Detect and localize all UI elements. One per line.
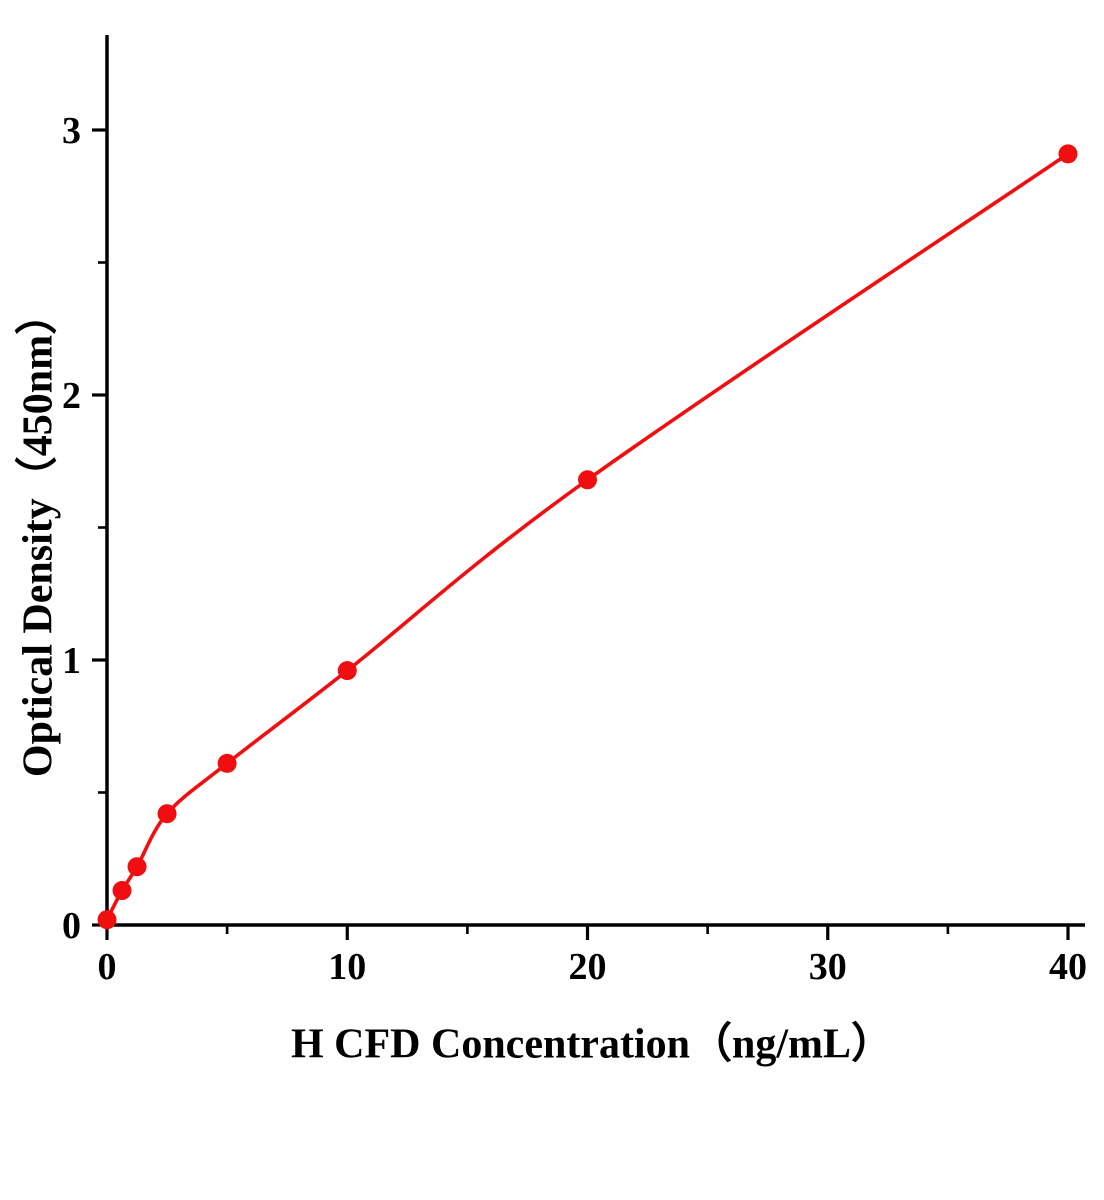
data-point: [217, 753, 237, 773]
data-point: [127, 857, 147, 877]
x-tick-label: 30: [809, 946, 847, 988]
x-tick-label: 0: [98, 946, 117, 988]
x-tick-label: 10: [328, 946, 366, 988]
y-tick-label: 3: [62, 110, 81, 152]
data-point: [97, 910, 117, 930]
x-tick-label: 40: [1049, 946, 1087, 988]
y-tick-label: 2: [62, 375, 81, 417]
data-point: [337, 661, 357, 681]
data-point: [157, 804, 177, 824]
y-axis-title: Optical Density（450nm）: [15, 292, 62, 778]
x-axis-title: H CFD Concentration（ng/mL）: [291, 1021, 893, 1068]
x-tick-label: 20: [569, 946, 607, 988]
data-point: [112, 881, 132, 901]
fit-curve: [105, 152, 1070, 922]
y-tick-label: 0: [62, 905, 81, 947]
data-point: [1058, 144, 1078, 164]
y-tick-label: 1: [62, 640, 81, 682]
data-point: [578, 470, 597, 490]
